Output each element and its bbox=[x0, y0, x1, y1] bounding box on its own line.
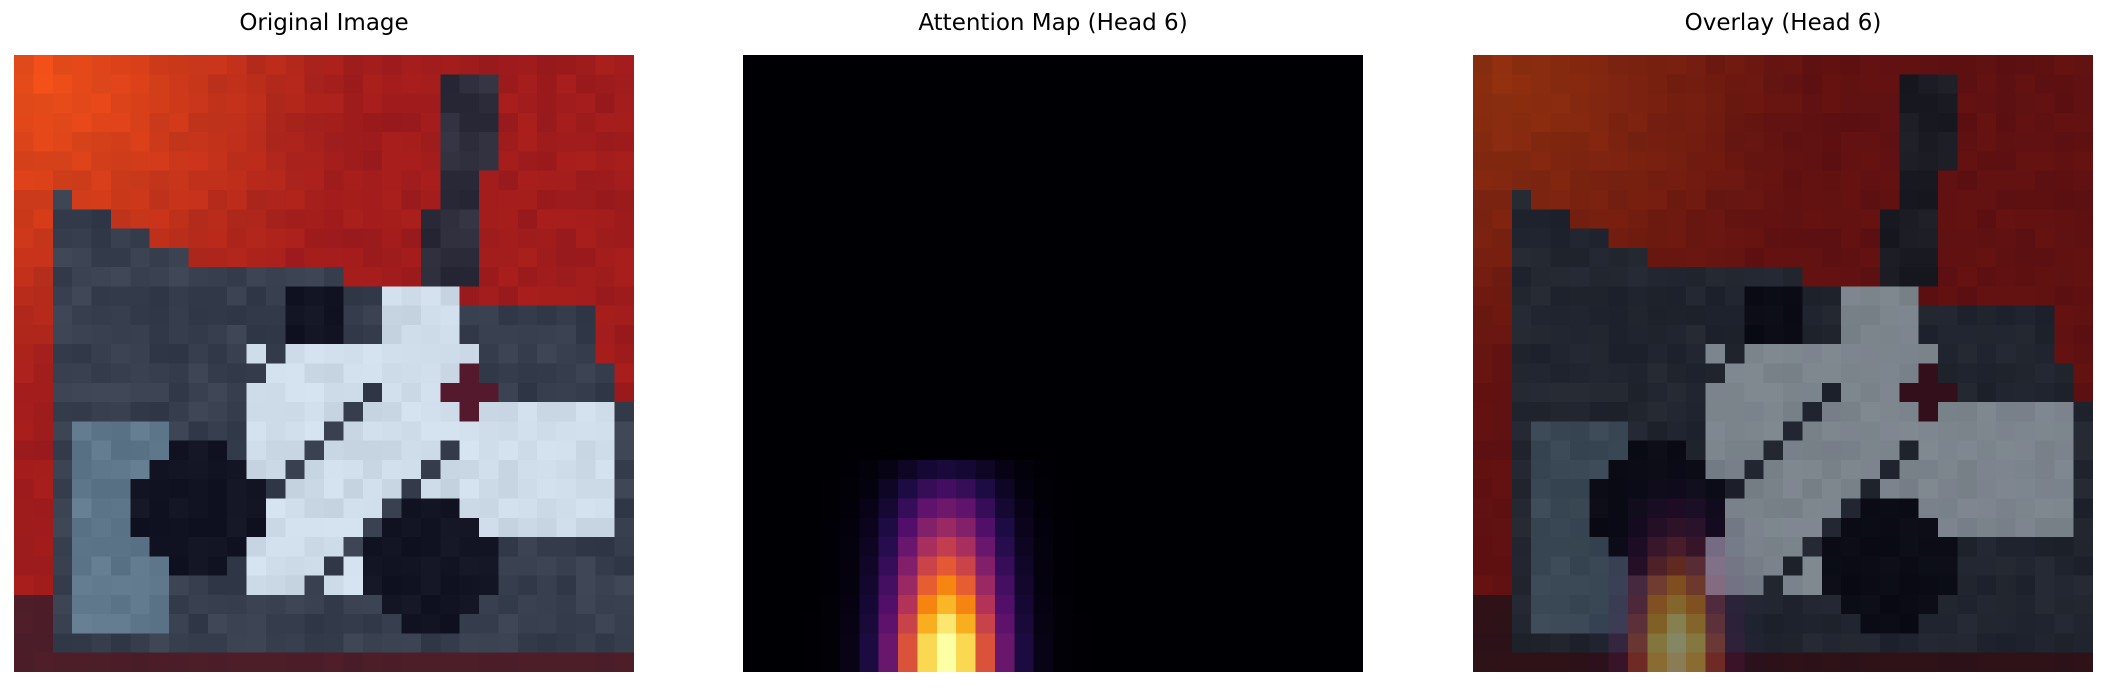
original-image-panel: Original Image bbox=[14, 0, 634, 688]
attention-heatmap bbox=[743, 55, 1363, 672]
attention-map-panel: Attention Map (Head 6) bbox=[743, 0, 1363, 688]
attention-map-title: Attention Map (Head 6) bbox=[918, 10, 1188, 36]
overlay-panel: Overlay (Head 6) bbox=[1473, 0, 2093, 688]
original-image-title: Original Image bbox=[239, 10, 409, 36]
overlay-image bbox=[1473, 55, 2093, 672]
original-image bbox=[14, 55, 634, 672]
overlay-title: Overlay (Head 6) bbox=[1684, 10, 1882, 36]
